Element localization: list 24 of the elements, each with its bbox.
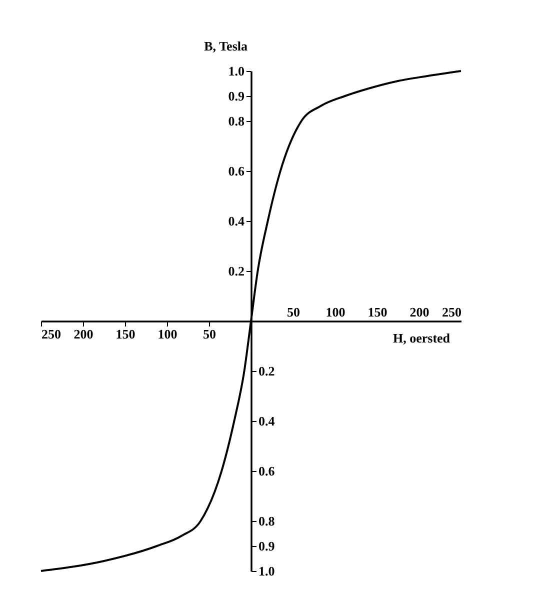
x-tick-label: 200 <box>74 326 94 342</box>
y-tick-label: 0.4 <box>228 214 245 228</box>
y2-tick-label: 0.2 <box>258 364 275 378</box>
x2-tick-label: 100 <box>326 304 346 320</box>
y2-tick-label: 0.8 <box>258 514 276 528</box>
y2-tick-label: 0.9 <box>258 538 276 554</box>
x2-tick-label: 200 <box>410 304 430 320</box>
x-tick-label: 50 <box>203 326 216 342</box>
y2-tick-label: 0.6 <box>258 464 276 478</box>
y-tick-label: 0.2 <box>228 264 244 278</box>
y-axis-title: B, Tesla <box>204 38 248 54</box>
y2-tick-label: 1.0 <box>258 564 275 578</box>
y-tick-label: 1.0 <box>228 64 244 78</box>
x-tick-label: 150 <box>116 326 136 342</box>
x-axis-title: H, oersted <box>392 330 451 346</box>
y2-tick-label: 0.4 <box>258 414 276 428</box>
x2-tick-label: 50 <box>287 304 300 320</box>
x2-tick-label: 250 <box>442 304 462 320</box>
y-tick-label: 0.8 <box>228 114 245 128</box>
x-tick-label: 100 <box>158 326 178 342</box>
x2-tick-label: 150 <box>368 304 388 320</box>
y-tick-label: 0.9 <box>228 88 245 104</box>
x-tick-label: 250 <box>42 326 61 342</box>
y-tick-label: 0.6 <box>228 164 245 178</box>
